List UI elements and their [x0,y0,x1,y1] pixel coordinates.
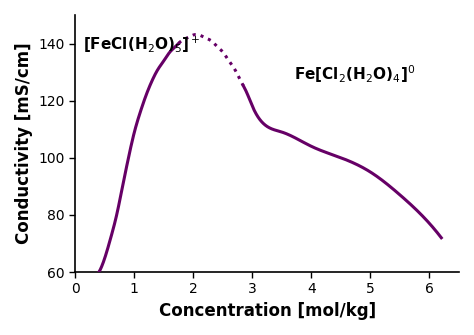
X-axis label: Concentration [mol/kg]: Concentration [mol/kg] [159,302,376,320]
Text: [FeCl(H$_2$O)$_5$]$^+$: [FeCl(H$_2$O)$_5$]$^+$ [83,35,201,55]
Text: Fe[Cl$_2$(H$_2$O)$_4$]$^0$: Fe[Cl$_2$(H$_2$O)$_4$]$^0$ [294,64,415,85]
Y-axis label: Conductivity [mS/cm]: Conductivity [mS/cm] [15,43,33,244]
